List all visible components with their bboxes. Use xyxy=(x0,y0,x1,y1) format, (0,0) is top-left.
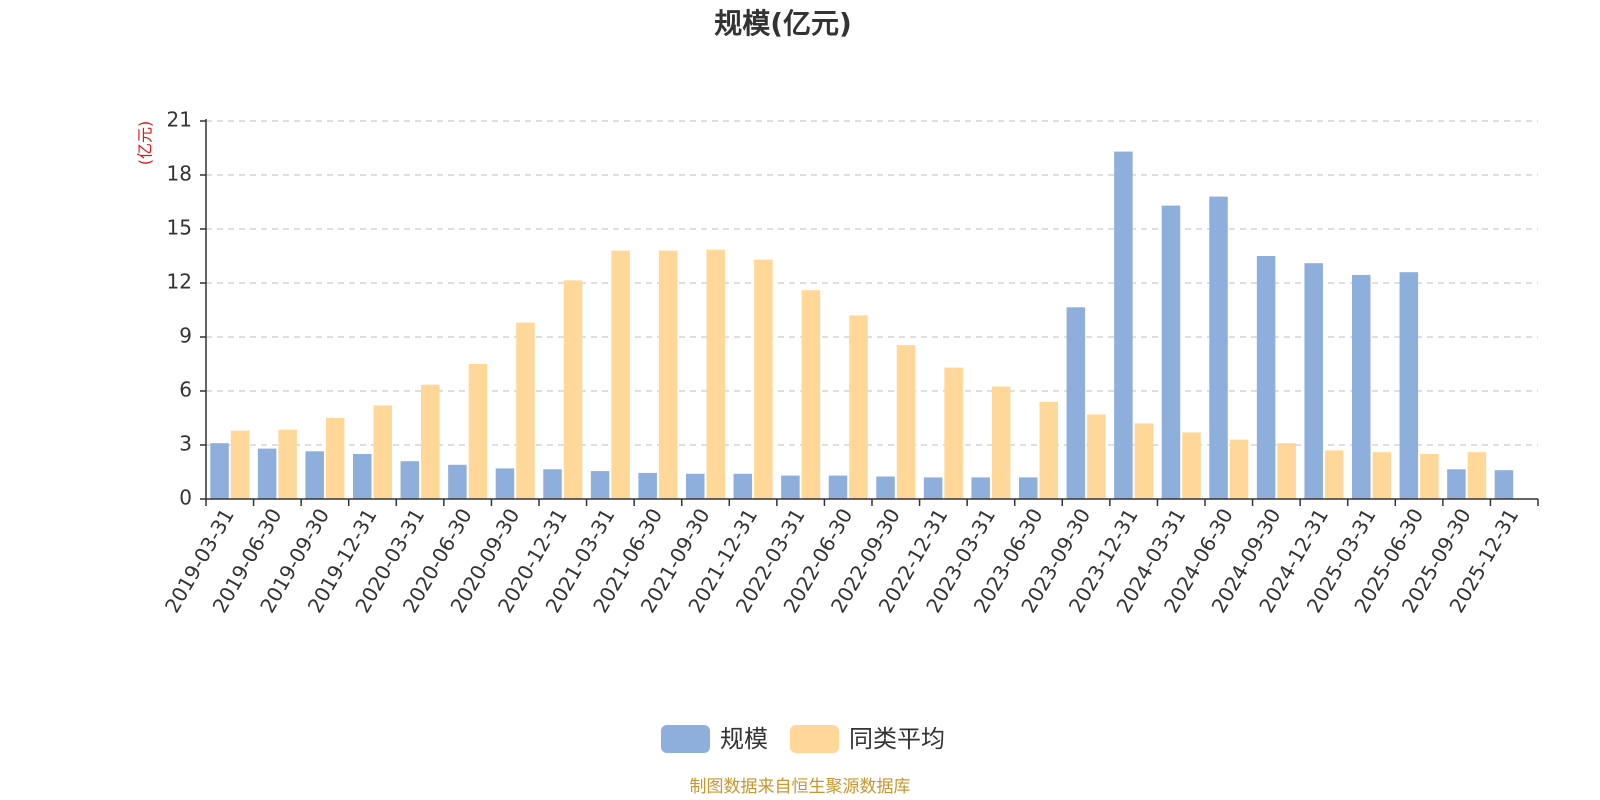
y-tick-label: 21 xyxy=(167,108,192,132)
bar-scale-2021-09-30[interactable] xyxy=(686,473,705,499)
bar-scale-2020-12-31[interactable] xyxy=(543,469,562,499)
y-tick-label: 0 xyxy=(179,486,192,510)
chart-title: 规模(亿元) xyxy=(714,7,852,40)
bar-scale-2020-09-30[interactable] xyxy=(495,468,515,499)
bar-scale-2025-03-31[interactable] xyxy=(1352,274,1371,499)
bar-scale-2023-06-30[interactable] xyxy=(1019,477,1038,499)
bar-peer-average-2023-06-30[interactable] xyxy=(1039,401,1059,499)
bar-scale-2020-03-31[interactable] xyxy=(400,461,420,499)
bar-peer-average-2022-12-31[interactable] xyxy=(944,367,963,499)
grid-lines xyxy=(206,120,1538,446)
bar-peer-average-2022-03-31[interactable] xyxy=(801,290,821,499)
bar-peer-average-2024-12-31[interactable] xyxy=(1324,450,1344,499)
y-tick-labels: 0 3 6 9 12 15 18 21 xyxy=(167,108,206,510)
bar-peer-average-2022-09-30[interactable] xyxy=(896,345,916,499)
bar-scale-2023-03-31[interactable] xyxy=(971,477,990,499)
legend: 规模 同类平均 xyxy=(661,725,945,753)
y-tick-label: 12 xyxy=(167,270,192,294)
bar-scale-2019-09-30[interactable] xyxy=(305,451,324,499)
bar-peer-average-2023-09-30[interactable] xyxy=(1087,414,1106,499)
bar-peer-average-2019-03-31[interactable] xyxy=(230,430,250,499)
bar-scale-2020-06-30[interactable] xyxy=(448,464,467,499)
bar-peer-average-2024-06-30[interactable] xyxy=(1229,439,1249,499)
y-axis-label: (亿元) xyxy=(136,121,155,166)
y-tick-label: 3 xyxy=(179,432,192,456)
bar-peer-average-2021-03-31[interactable] xyxy=(611,250,630,499)
legend-swatch-peer-average xyxy=(790,725,839,753)
y-tick-label: 6 xyxy=(179,378,192,402)
bar-scale-2021-03-31[interactable] xyxy=(590,471,610,499)
bar-scale-2024-06-30[interactable] xyxy=(1209,196,1228,499)
bar-peer-average-2025-06-30[interactable] xyxy=(1420,454,1439,499)
bar-scale-2025-09-30[interactable] xyxy=(1447,469,1466,499)
bar-peer-average-2022-06-30[interactable] xyxy=(849,315,868,499)
y-tick-label: 18 xyxy=(167,162,192,186)
bar-scale-2021-06-30[interactable] xyxy=(638,472,657,499)
bar-peer-average-2023-03-31[interactable] xyxy=(991,386,1011,500)
bar-scale-2022-09-30[interactable] xyxy=(876,476,895,500)
bar-scale-2024-12-31[interactable] xyxy=(1304,263,1323,499)
bar-peer-average-2023-12-31[interactable] xyxy=(1134,423,1154,499)
legend-label-peer-average: 同类平均 xyxy=(849,725,945,753)
bar-peer-average-2024-03-31[interactable] xyxy=(1182,432,1201,499)
bar-peer-average-2021-09-30[interactable] xyxy=(706,249,726,499)
bar-scale-2022-06-30[interactable] xyxy=(828,475,848,499)
bar-scale-2022-03-31[interactable] xyxy=(781,475,800,499)
bar-peer-average-2020-03-31[interactable] xyxy=(421,384,440,499)
bar-peer-average-2019-09-30[interactable] xyxy=(325,418,345,499)
y-tick-label: 15 xyxy=(167,216,192,240)
bar-scale-2023-12-31[interactable] xyxy=(1114,151,1133,499)
legend-swatch-scale xyxy=(661,725,710,753)
bar-scale-2024-03-31[interactable] xyxy=(1161,205,1181,499)
axes xyxy=(205,119,1539,506)
bar-peer-average-2019-06-30[interactable] xyxy=(278,429,297,499)
bar-peer-average-2019-12-31[interactable] xyxy=(373,405,393,499)
y-tick-label: 9 xyxy=(179,324,192,348)
bar-scale-2021-12-31[interactable] xyxy=(733,473,753,499)
bar-peer-average-2021-06-30[interactable] xyxy=(658,250,678,499)
bar-scale-2019-06-30[interactable] xyxy=(257,448,277,499)
bar-peer-average-2025-09-30[interactable] xyxy=(1467,452,1487,499)
legend-label-scale: 规模 xyxy=(720,725,768,753)
bar-peer-average-2020-09-30[interactable] xyxy=(516,322,535,499)
bar-peer-average-2025-03-31[interactable] xyxy=(1372,452,1392,499)
x-tick-labels: 2019-03-312019-06-302019-09-302019-12-31… xyxy=(160,504,1523,617)
bar-scale-2024-09-30[interactable] xyxy=(1256,256,1276,499)
bar-scale-2022-12-31[interactable] xyxy=(923,477,943,499)
bar-scale-2025-12-31[interactable] xyxy=(1494,470,1514,499)
bar-scale-2023-09-30[interactable] xyxy=(1066,307,1086,499)
bar-peer-average-2020-12-31[interactable] xyxy=(563,280,583,499)
bar-peer-average-2021-12-31[interactable] xyxy=(754,259,773,499)
bar-peer-average-2024-09-30[interactable] xyxy=(1277,443,1296,499)
bars xyxy=(210,151,1514,500)
bar-scale-2019-12-31[interactable] xyxy=(353,454,372,499)
legend-item-scale[interactable]: 规模 xyxy=(661,725,768,753)
source-note: 制图数据来自恒生聚源数据库 xyxy=(690,777,911,797)
bar-scale-2019-03-31[interactable] xyxy=(210,443,229,499)
bar-scale-2025-06-30[interactable] xyxy=(1399,272,1419,499)
legend-item-peer-average[interactable]: 同类平均 xyxy=(790,725,945,753)
bar-peer-average-2020-06-30[interactable] xyxy=(468,364,488,499)
